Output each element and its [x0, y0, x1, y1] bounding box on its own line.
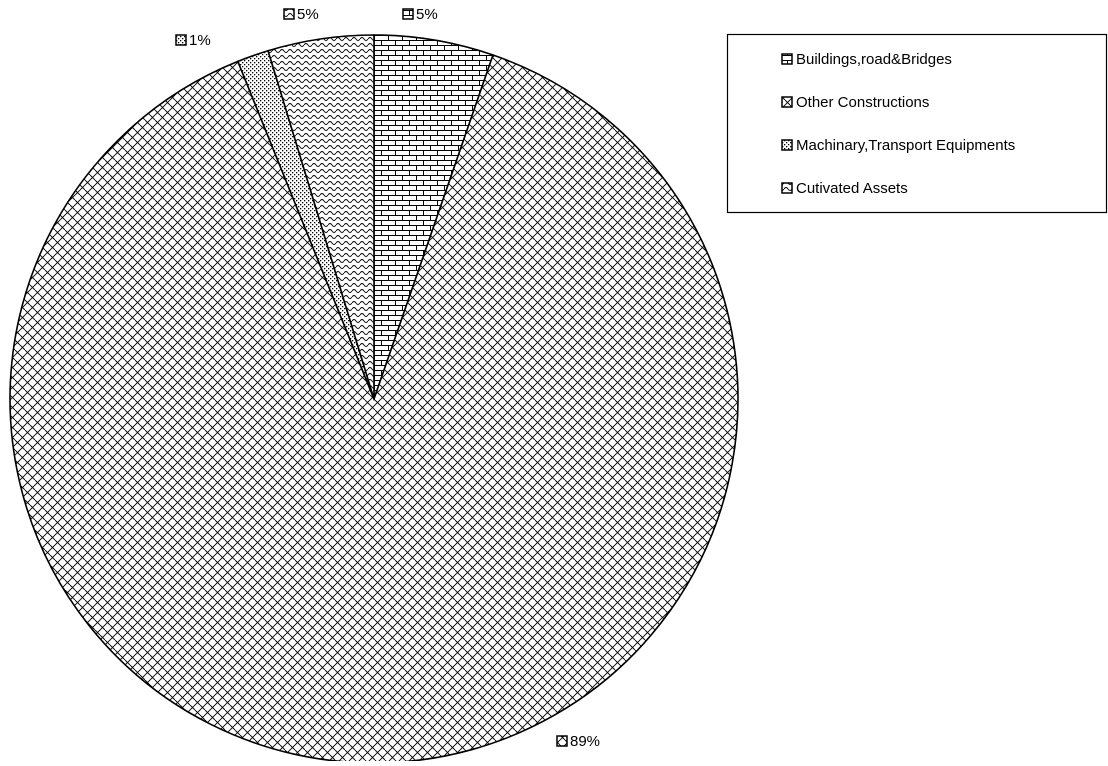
data-label-text: 1% [189, 32, 211, 49]
legend-label: Machinary,Transport Equipments [796, 137, 1015, 154]
data-label-swatch [402, 8, 414, 20]
data-label-text: 5% [297, 6, 319, 23]
legend-swatch [781, 139, 793, 151]
legend-label: Buildings,road&Bridges [796, 51, 952, 68]
legend-item-other-constructions: Other Constructions [781, 94, 929, 111]
legend: Buildings,road&Bridges Other Construction… [726, 33, 1108, 214]
pie-slice-cutivated-assets [267, 34, 375, 400]
data-label-machinary-transport-equipments: 1% [175, 32, 211, 49]
data-label-text: 5% [416, 6, 438, 23]
legend-label: Other Constructions [796, 94, 929, 111]
data-label-swatch [283, 8, 295, 20]
pie-data-labels: 5% 89% 1% 5% [175, 6, 600, 750]
legend-swatch [781, 182, 793, 194]
data-label-other-constructions: 89% [556, 733, 600, 750]
data-label-swatch [556, 735, 568, 747]
legend-swatch [781, 53, 793, 65]
data-label-cutivated-assets: 5% [283, 6, 319, 23]
legend-item-buildings-road-bridges: Buildings,road&Bridges [781, 51, 952, 68]
data-label-buildings-road-bridges: 5% [402, 6, 438, 23]
pie-slices [9, 34, 739, 764]
legend-item-cutivated-assets: Cutivated Assets [781, 180, 908, 197]
legend-item-machinary-transport-equipments: Machinary,Transport Equipments [781, 137, 1015, 154]
legend-label: Cutivated Assets [796, 180, 908, 197]
data-label-swatch [175, 34, 187, 46]
legend-swatch [781, 96, 793, 108]
data-label-text: 89% [570, 733, 600, 750]
